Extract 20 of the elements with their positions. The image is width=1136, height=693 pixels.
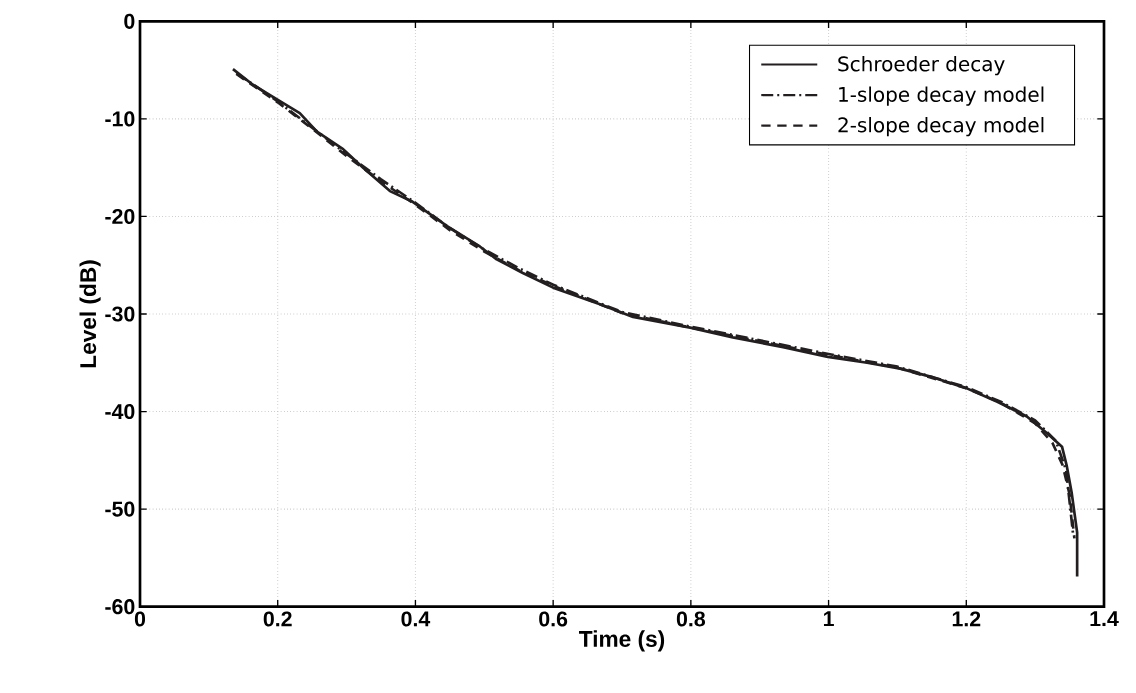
y-tick-label: -20 [105, 208, 135, 224]
y-axis-title: Level (dB) [79, 260, 101, 368]
x-tick-label: 0.8 [676, 611, 706, 627]
x-axis-title: Time (s) [579, 630, 665, 652]
y-tick-label: -40 [105, 403, 135, 419]
legend-label: 2-slope decay model [838, 116, 1044, 137]
y-tick-label: -30 [105, 306, 135, 322]
legend-label: Schroeder decay [838, 55, 1005, 76]
y-tick-label: 0 [124, 13, 135, 29]
x-tick-label: 0.4 [401, 611, 431, 627]
x-tick-label: 1.4 [1090, 611, 1119, 626]
x-tick-label: 0.2 [263, 611, 292, 627]
legend-label: 1-slope decay model [839, 86, 1044, 106]
x-tick-label: 1 [823, 611, 834, 626]
x-tick-label: 0.6 [539, 611, 568, 627]
y-tick-label: -10 [105, 111, 135, 127]
y-tick-label: -60 [105, 598, 135, 615]
y-tick-label: -50 [105, 501, 135, 517]
x-tick-label: 1.2 [952, 611, 981, 627]
x-tick-label: 0 [134, 611, 146, 627]
